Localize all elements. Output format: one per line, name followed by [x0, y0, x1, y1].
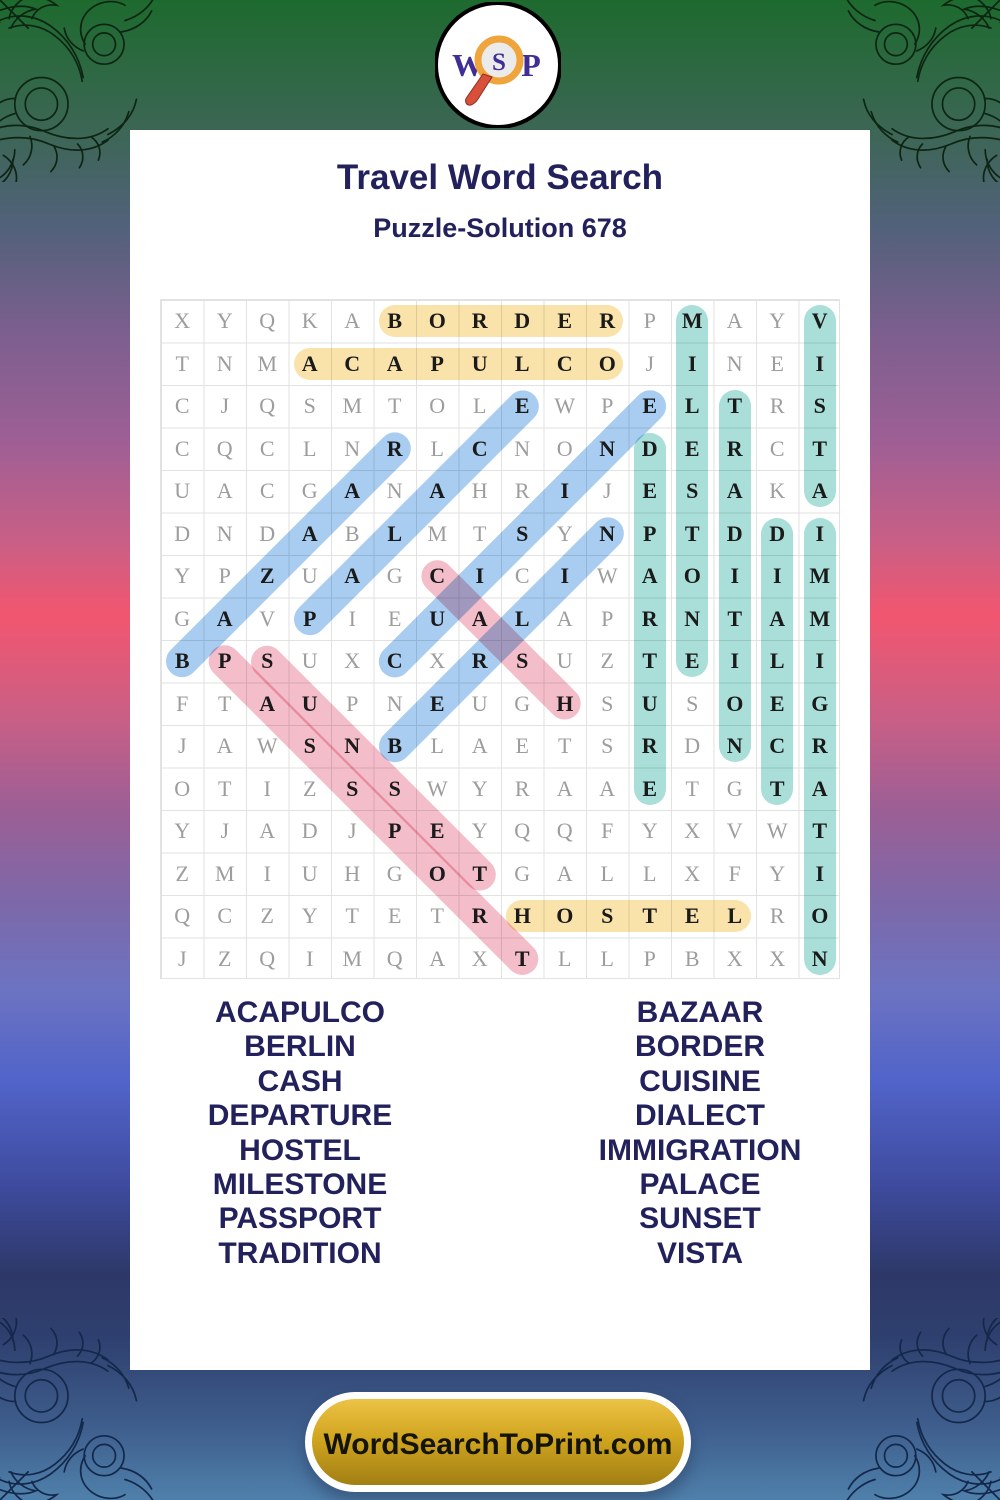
- svg-text:WordSearchToPrint.com: WordSearchToPrint.com: [324, 1428, 673, 1461]
- svg-text:S: S: [492, 49, 506, 76]
- svg-text:P: P: [521, 47, 541, 83]
